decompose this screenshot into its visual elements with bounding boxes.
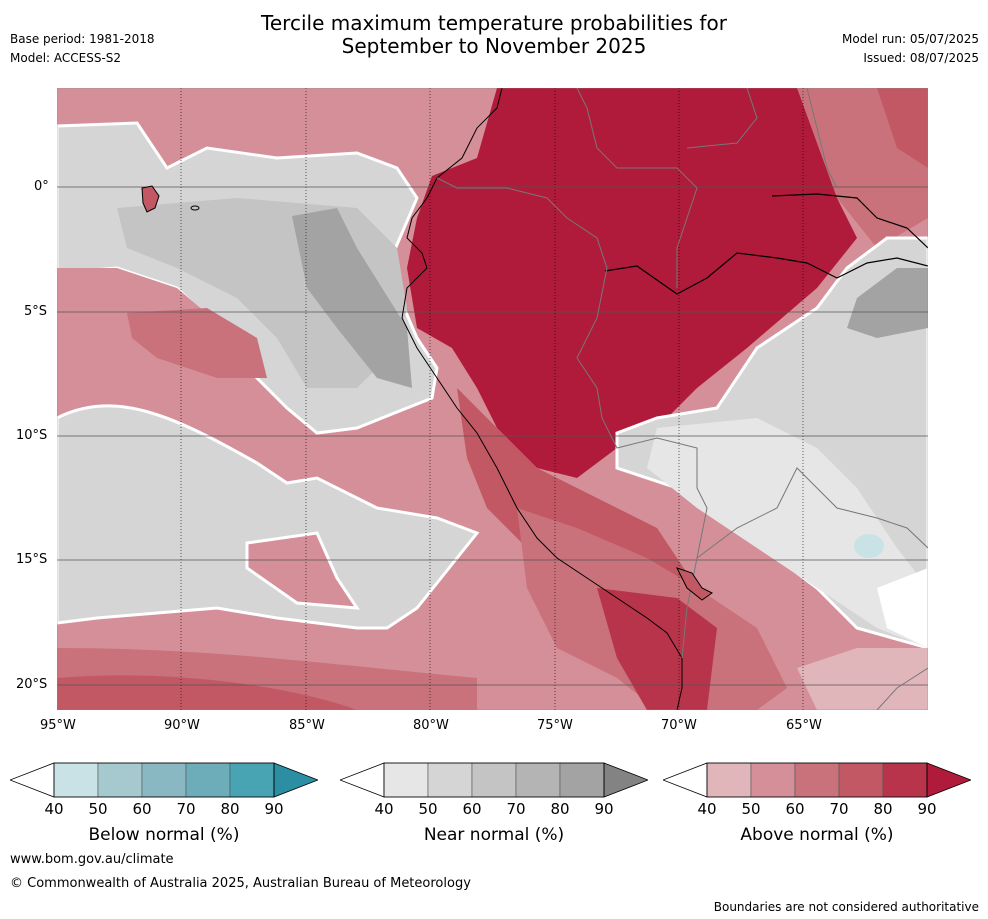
above-normal-altiplano: [597, 588, 717, 710]
country-border-west: [436, 177, 708, 659]
above-normal-continent-core: [407, 88, 857, 478]
colorbar-below-frame: [53, 762, 275, 798]
colorbar-above-low-extend: [663, 762, 708, 798]
above-normal-west-core: [127, 308, 267, 378]
no-signal-region: [877, 568, 928, 648]
colorbar-below-tick: 90: [264, 800, 284, 818]
colorbar-near-tick: 90: [594, 800, 614, 818]
colorbar-above-bin: [706, 762, 752, 798]
above-normal-northeast-core: [877, 88, 928, 168]
colorbar-near-bin: [515, 762, 561, 798]
colorbar-above-tick: 60: [785, 800, 805, 818]
model-run-text: Model run: 05/07/2025: [841, 32, 979, 46]
colorbar-near-label: Near normal (%): [423, 825, 565, 845]
colorbar-below-tick: 60: [132, 800, 152, 818]
lat-label-0: 0°: [34, 179, 49, 194]
colorbar-below-bin: [141, 762, 187, 798]
colorbar-below-bin: [97, 762, 143, 798]
near-normal-east-core: [847, 268, 928, 338]
lon-label-90w: 90°W: [164, 718, 200, 733]
colorbar-below-tick: 50: [88, 800, 108, 818]
lon-label-80w: 80°W: [413, 718, 449, 733]
colorbar-above-swatches: [663, 762, 971, 798]
colorbar-near-bin: [559, 762, 605, 798]
south-pacific-strong-region: [57, 675, 357, 710]
copyright-text: © Commonwealth of Australia 2025, Austra…: [10, 876, 471, 891]
near-normal-south-region: [57, 404, 480, 630]
lat-label-5s: 5°S: [24, 304, 48, 319]
colorbar-above-tick: 90: [917, 800, 937, 818]
lon-label-95w: 95°W: [40, 718, 76, 733]
colorbar-above-tick: 50: [741, 800, 761, 818]
colorbar-above-bin: [750, 762, 796, 798]
colorbar-below-label: Below normal (%): [88, 825, 240, 845]
near-normal-pacific-core: [292, 208, 412, 388]
country-border-east: [696, 467, 928, 710]
lon-label-75w: 75°W: [537, 718, 573, 733]
boundaries-disclaimer: Boundaries are not considered authoritat…: [713, 900, 979, 914]
colorbar-below-tick: 40: [44, 800, 64, 818]
colorbar-near-low-extend: [340, 762, 385, 798]
issued-text: Issued: 08/07/2025: [863, 51, 979, 65]
above-normal-patch: [245, 531, 360, 610]
lat-label-10s: 10°S: [16, 428, 48, 443]
website-link[interactable]: www.bom.gov.au/climate: [10, 852, 174, 867]
lon-label-85w: 85°W: [289, 718, 325, 733]
colorbar-below-tick: 70: [176, 800, 196, 818]
colorbar-near-tick: 70: [506, 800, 526, 818]
colorbar-near-bin: [383, 762, 429, 798]
colorbar-below-tick: 80: [220, 800, 240, 818]
colorbar-below-swatches: [10, 762, 318, 798]
colorbar-below-bin: [53, 762, 99, 798]
colorbar-above-label: Above normal (%): [740, 825, 894, 845]
colorbar-near-tick: 60: [462, 800, 482, 818]
model-text: Model: ACCESS-S2: [10, 51, 122, 65]
colorbar-near-swatches: [340, 762, 648, 798]
title-line-2: September to November 2025: [341, 34, 647, 58]
colorbar-above-bin: [838, 762, 884, 798]
lat-label-15s: 15°S: [16, 552, 48, 567]
colorbar-near-tick: 80: [550, 800, 570, 818]
colorbar-near-bin: [427, 762, 473, 798]
colorbar-below: 40 50 60 70 80 90 Below normal (%): [10, 762, 318, 852]
lake-titicaca: [676, 567, 713, 601]
lon-label-70w: 70°W: [661, 718, 697, 733]
colorbar-below-bin: [229, 762, 275, 798]
parallel-grid: [57, 186, 928, 686]
near-normal-east-light: [647, 418, 928, 648]
colorbar-near-frame: [383, 762, 605, 798]
galapagos-islet: [190, 205, 200, 211]
colorbar-near-tick: 50: [418, 800, 438, 818]
galapagos-islands: [141, 185, 160, 213]
colorbar-below-high-extend: [273, 762, 318, 798]
colorbar-near: 40 50 60 70 80 90 Near normal (%): [340, 762, 648, 852]
lon-label-65w: 65°W: [786, 718, 822, 733]
colorbar-above-frame: [706, 762, 928, 798]
colorbar-above-high-extend: [926, 762, 971, 798]
colorbar-above-bin: [882, 762, 928, 798]
map-title: Tercile maximum temperature probabilitie…: [0, 12, 988, 58]
title-line-1: Tercile maximum temperature probabilitie…: [261, 11, 727, 35]
base-period-text: Base period: 1981-2018: [10, 32, 155, 46]
above-normal-southeast-region: [797, 648, 928, 710]
colorbar-below-bin: [185, 762, 231, 798]
colorbar-near-tick: 40: [374, 800, 394, 818]
colorbar-above: 40 50 60 70 80 90 Above normal (%): [663, 762, 971, 852]
colorbar-above-bin: [794, 762, 840, 798]
north-coastline: [771, 193, 928, 249]
colorbar-above-tick: 40: [697, 800, 717, 818]
country-border-north: [576, 88, 838, 288]
amazon-river: [604, 252, 928, 295]
pacific-coastline: [401, 88, 683, 710]
probability-map: [57, 88, 928, 710]
colorbar-near-high-extend: [603, 762, 648, 798]
lat-label-20s: 20°S: [16, 677, 48, 692]
colorbar-above-tick: 70: [829, 800, 849, 818]
colorbar-below-low-extend: [10, 762, 55, 798]
colorbar-above-tick: 80: [873, 800, 893, 818]
colorbar-near-bin: [471, 762, 517, 798]
below-normal-patch: [854, 534, 884, 558]
